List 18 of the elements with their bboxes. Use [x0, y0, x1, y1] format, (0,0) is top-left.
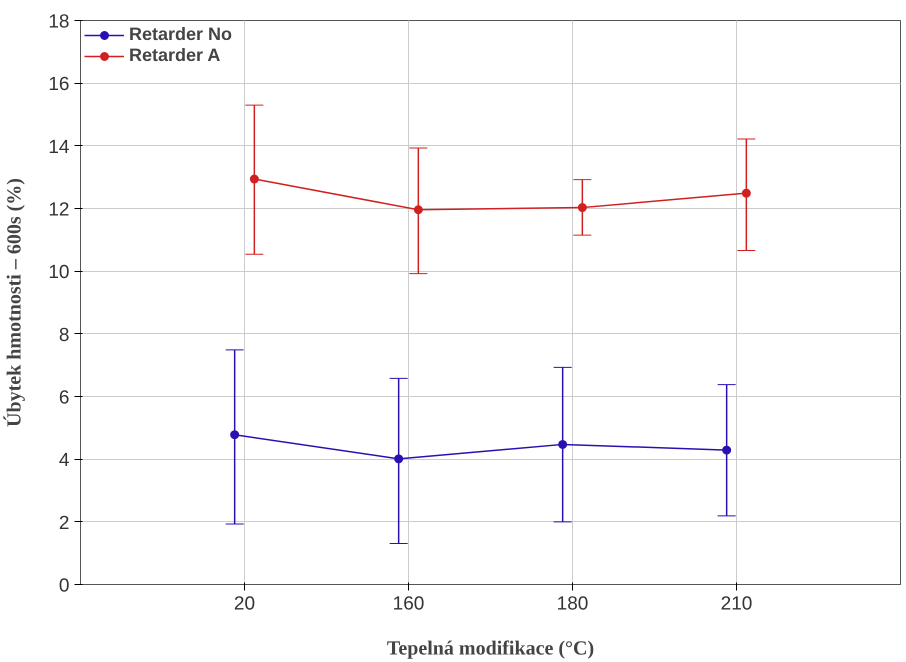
- x-tick-label: 210: [720, 594, 752, 614]
- y-tick-label: 12: [48, 200, 70, 220]
- y-axis-title: Úbytek hmotnosti – 600s (%): [2, 178, 26, 427]
- y-tick-label: 0: [58, 576, 70, 596]
- y-tick-label: 6: [58, 388, 70, 408]
- y-tick-label: 14: [48, 136, 70, 158]
- y-tick-label: 16: [48, 74, 70, 96]
- y-tick-label: 10: [48, 262, 70, 284]
- legend-label: Retarder A: [129, 45, 220, 66]
- y-tick-label: 2: [58, 512, 70, 534]
- y-tick-label: 4: [58, 450, 70, 472]
- x-tick-label: 160: [392, 594, 424, 614]
- x-axis-title: Tepelná modifikace (°C): [386, 638, 594, 660]
- legend-label: Retarder No: [129, 24, 232, 45]
- y-tick-label: 18: [48, 12, 70, 32]
- y-tick-label: 8: [58, 324, 70, 346]
- x-tick-label: 20: [234, 594, 256, 614]
- x-tick-label: 180: [556, 594, 588, 614]
